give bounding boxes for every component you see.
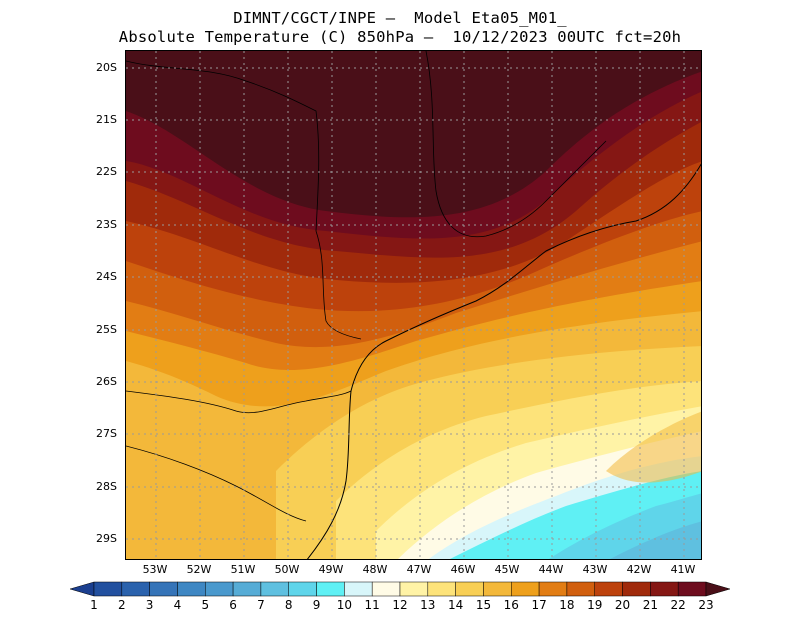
lon-label-44w: 44W <box>538 563 564 576</box>
color-bar-box <box>344 581 373 597</box>
color-bar-label: 21 <box>642 598 658 612</box>
lon-label-46w: 46W <box>450 563 476 576</box>
color-bar-box <box>594 581 623 597</box>
color-bar-label: 8 <box>284 598 293 612</box>
graticule <box>126 51 701 559</box>
lat-label-25s: 25S <box>96 323 117 336</box>
color-bar-box <box>677 581 707 597</box>
lat-label-22s: 22S <box>96 165 117 178</box>
border-sp-pr <box>315 230 362 340</box>
color-bar-label: 15 <box>475 598 492 612</box>
color-bar-box <box>371 581 401 597</box>
border-pr-sc <box>126 390 352 414</box>
map-title-line-2: Absolute Temperature (C) 850hPa – 10/12/… <box>118 28 682 46</box>
lon-label-50w: 50W <box>274 563 300 576</box>
color-bar-label: 14 <box>447 598 464 612</box>
lon-label-53w: 53W <box>142 563 168 576</box>
map-title-line-1: DIMNT/CGCT/INPE – Model Eta05_M01_ <box>233 9 567 27</box>
band-7 <box>610 521 701 559</box>
color-bar-label: 7 <box>257 598 265 612</box>
color-bar-box <box>260 581 289 597</box>
color-bar-label: 12 <box>392 598 408 612</box>
color-bar-label: 13 <box>420 598 436 612</box>
color-bar-label: 11 <box>364 598 380 612</box>
band-warm-pocket <box>606 411 701 483</box>
lat-label-21s: 21S <box>96 113 117 126</box>
color-bar-box <box>427 581 456 597</box>
color-bar-box <box>650 581 679 597</box>
color-bar-label: 10 <box>336 598 352 612</box>
lon-label-49w: 49W <box>318 563 344 576</box>
lat-label-27s: 27S <box>96 427 117 440</box>
color-bar-label: 18 <box>559 598 575 612</box>
color-bar-label: 6 <box>229 598 237 612</box>
color-bar-label: 2 <box>117 598 126 612</box>
color-bar-box <box>316 581 345 597</box>
coastline <box>306 163 701 559</box>
color-bar-box <box>399 581 429 597</box>
color-bar-label: 1 <box>90 598 98 612</box>
lat-label-23s: 23S <box>96 218 117 231</box>
lat-label-24s: 24S <box>96 270 117 283</box>
color-bar-box <box>455 581 484 597</box>
lon-label-41w: 41W <box>670 563 696 576</box>
temperature-map <box>125 50 702 560</box>
lon-label-51w: 51W <box>230 563 256 576</box>
color-bar-end-high <box>705 581 730 597</box>
color-bar-end-low <box>70 581 95 597</box>
color-bar-box <box>288 581 317 597</box>
color-bar-box <box>483 581 512 597</box>
color-bar-label: 3 <box>145 598 154 612</box>
color-bar-box <box>93 581 123 597</box>
color-bar-box <box>232 581 262 597</box>
temperature-field <box>126 51 701 559</box>
color-bar-label: 20 <box>614 598 631 612</box>
lon-label-43w: 43W <box>582 563 608 576</box>
lon-label-45w: 45W <box>494 563 520 576</box>
lat-label-28s: 28S <box>96 480 117 493</box>
color-bar <box>70 581 730 597</box>
color-bar-box <box>538 581 568 597</box>
lon-label-48w: 48W <box>362 563 388 576</box>
color-bar-label: 5 <box>201 598 210 612</box>
lat-label-29s: 29S <box>96 532 117 545</box>
color-bar-label: 22 <box>670 598 686 612</box>
lon-label-52w: 52W <box>186 563 212 576</box>
color-bar-box <box>622 581 651 597</box>
border-sp-mg <box>425 51 607 238</box>
color-bar-box <box>566 581 595 597</box>
color-bar-box <box>511 581 540 597</box>
color-bar-label: 9 <box>312 598 321 612</box>
color-bar-box <box>177 581 206 597</box>
color-bar-box <box>205 581 234 597</box>
lon-label-47w: 47W <box>406 563 432 576</box>
lat-label-20s: 20S <box>96 61 117 74</box>
color-bar-label: 17 <box>531 598 547 612</box>
lon-label-42w: 42W <box>626 563 652 576</box>
color-bar-label: 4 <box>173 598 182 612</box>
border-ms <box>126 60 320 232</box>
border-sc-rs <box>126 445 307 522</box>
color-bar-label: 16 <box>503 598 519 612</box>
color-bar-box <box>121 581 150 597</box>
color-bar-label: 23 <box>698 598 714 612</box>
lat-label-26s: 26S <box>96 375 117 388</box>
color-bar-label: 19 <box>587 598 603 612</box>
color-bar-box <box>149 581 178 597</box>
